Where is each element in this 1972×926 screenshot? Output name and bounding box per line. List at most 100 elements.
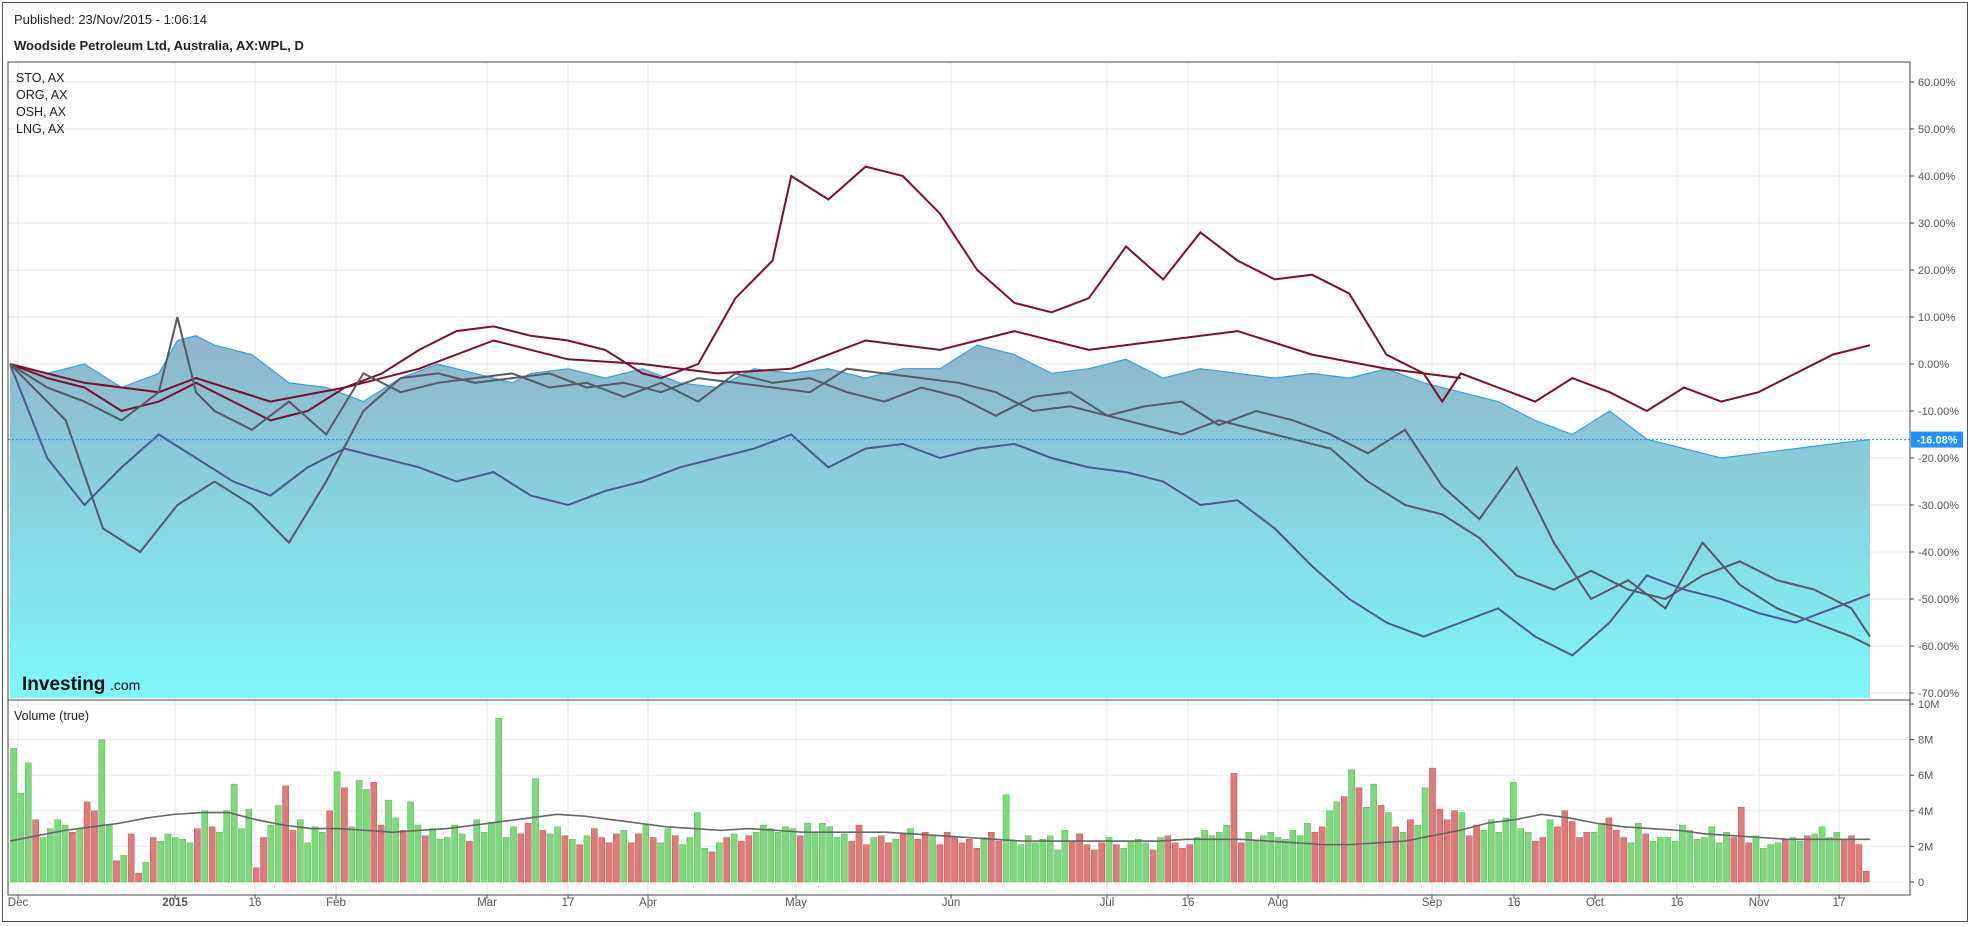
y-tick-label: 30.00% (1918, 218, 1956, 230)
volume-bar (1083, 844, 1091, 883)
volume-bar (488, 823, 495, 883)
volume-bar (333, 771, 341, 883)
volume-bar (1098, 842, 1105, 883)
volume-bar (1760, 847, 1767, 883)
volume-bar (899, 833, 907, 883)
logo-wordmark: Investing (22, 674, 105, 695)
volume-bar (1318, 826, 1326, 883)
volume-bar (694, 812, 701, 883)
volume-bar (1745, 842, 1752, 883)
volume-bar (1135, 839, 1142, 883)
volume-bar (164, 833, 172, 883)
volume-bar (216, 831, 223, 883)
volume-bar (230, 783, 238, 883)
volume-bar (848, 840, 855, 883)
volume-bar (569, 839, 576, 883)
volume-bar (745, 835, 753, 883)
volume-bar (69, 831, 76, 883)
y-tick-label: -30.00% (1918, 500, 1959, 512)
volume-bar (701, 847, 708, 883)
volume-bar (1451, 810, 1458, 883)
volume-tick-label: 6M (1918, 770, 1933, 782)
volume-bar (554, 826, 561, 883)
volume-label: Volume (true) (14, 709, 90, 723)
volume-bar (1002, 794, 1010, 883)
legend-item-sto[interactable]: STO, AX (16, 71, 65, 85)
volume-bar (877, 835, 885, 883)
volume-bar (54, 819, 61, 883)
volume-bar (1054, 849, 1061, 883)
volume-bar (730, 833, 738, 883)
volume-bar (1289, 830, 1297, 883)
x-tick-label: 16 (1671, 897, 1684, 909)
y-tick-label: -40.00% (1918, 547, 1959, 559)
volume-bar (429, 828, 436, 883)
volume-bar (1811, 833, 1819, 883)
volume-bar (1723, 831, 1730, 883)
volume-bar (1230, 773, 1238, 883)
legend-item-osh[interactable]: OSH, AX (16, 105, 67, 119)
volume-bar (179, 839, 186, 883)
volume-bar (1164, 835, 1172, 883)
volume-bar (252, 867, 260, 883)
x-tick-label: 17 (1833, 897, 1846, 909)
volume-bar (127, 833, 135, 883)
volume-bar (1605, 817, 1613, 883)
volume-bar (1208, 835, 1216, 883)
volume-bar (1693, 839, 1701, 883)
y-axis-ticks: 60.00% 50.00% 40.00% 30.00% 20.00% 10.00% 0.00… (1910, 77, 1959, 700)
volume-bar (1333, 801, 1341, 883)
volume-bar (91, 810, 98, 883)
volume-bar (282, 785, 289, 883)
y-tick-label: -50.00% (1918, 594, 1959, 606)
volume-bar (1091, 849, 1098, 883)
volume-bar (1105, 837, 1113, 883)
volume-bar (1274, 837, 1282, 883)
volume-bar (1590, 831, 1598, 883)
volume-bar (1488, 819, 1495, 883)
volume-bar (1201, 830, 1208, 883)
x-tick-label: Sep (1422, 897, 1442, 909)
x-tick-label: Apr (639, 897, 657, 909)
volume-bar (311, 826, 319, 883)
volume-bar (1458, 812, 1466, 883)
y-tick-label: -60.00% (1918, 641, 1959, 653)
last-value-badge-text: -16.08% (1917, 435, 1958, 447)
volume-bar (1657, 837, 1664, 883)
x-tick-label: Mar (477, 897, 497, 909)
x-tick-label: Oct (1586, 897, 1605, 909)
volume-bars (10, 718, 1870, 883)
published-timestamp: Published: 23/Nov/2015 - 1:06:14 (14, 12, 207, 27)
volume-bar (664, 828, 672, 883)
volume-bar (201, 810, 208, 883)
volume-bar (260, 837, 267, 883)
volume-bar (1598, 823, 1605, 883)
volume-bar (796, 835, 804, 883)
x-tick-label: 17 (562, 897, 575, 909)
volume-tick-label: 0 (1918, 877, 1924, 889)
volume-bar (686, 837, 694, 883)
x-tick-label: Jul (1100, 897, 1115, 909)
logo-suffix: .com (110, 677, 140, 693)
volume-bar (414, 824, 422, 883)
volume-bar (1833, 831, 1841, 883)
volume-bar (767, 828, 775, 883)
legend-item-org[interactable]: ORG, AX (16, 88, 68, 102)
volume-bar (649, 837, 657, 883)
volume-bar (1568, 821, 1576, 883)
volume-bar (723, 837, 730, 883)
legend-item-lng[interactable]: LNG, AX (16, 122, 65, 136)
volume-bar (142, 862, 150, 883)
x-tick-label: May (785, 897, 807, 909)
volume-bar (267, 824, 275, 883)
y-tick-label: 40.00% (1918, 171, 1956, 183)
volume-bar (1171, 842, 1179, 883)
volume-bar (1752, 835, 1760, 883)
volume-bar (1620, 837, 1627, 883)
volume-bar (377, 824, 385, 883)
x-tick-label: 16 (249, 897, 262, 909)
price-area-fill (10, 335, 1870, 698)
y-tick-label: -70.00% (1918, 688, 1959, 700)
volume-bar (1127, 840, 1135, 883)
